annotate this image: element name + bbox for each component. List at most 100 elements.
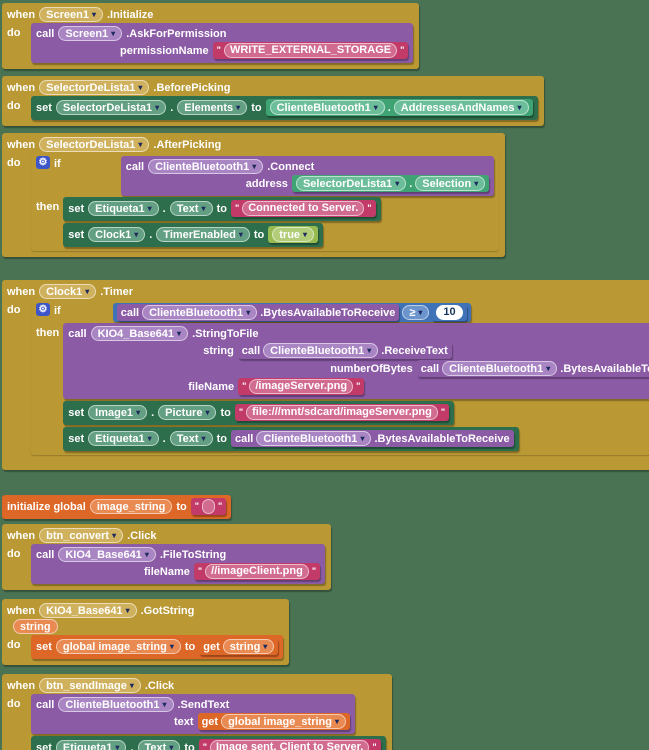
comparison-block[interactable]: call ClienteBluetooth1 ▾ .BytesAvailable… (112, 303, 471, 322)
set-image1-picture-block[interactable]: set Image1 ▾ . Picture ▾ to (63, 401, 455, 425)
when-clock1-timer-block[interactable]: when Clock1 ▾ .Timer do ⚙ if call Client… (2, 280, 649, 470)
property-getter-block[interactable]: SelectorDeLista1 ▾ . Selection ▾ (291, 175, 490, 192)
event-parameter-chip[interactable]: string (13, 619, 58, 634)
property-dropdown[interactable]: Text ▾ (137, 740, 181, 750)
property-dropdown[interactable]: TimerEnabled ▾ (156, 227, 250, 242)
logic-dropdown[interactable]: true ▾ (272, 227, 315, 242)
component-dropdown[interactable]: Screen1 ▾ (58, 26, 123, 41)
component-dropdown[interactable]: Etiqueta1 ▾ (55, 740, 127, 750)
property-dropdown[interactable]: Selection ▾ (415, 176, 486, 191)
when-selectordelista1-beforepicking-block[interactable]: when SelectorDeLista1 ▾ .BeforePicking d… (2, 76, 544, 126)
component-name: ClienteBluetooth1 (276, 101, 371, 114)
call-stringtofile-block[interactable]: call KIO4_Base641 ▾ .StringToFile string (63, 323, 649, 399)
component-dropdown[interactable]: ClienteBluetooth1 ▾ (442, 361, 558, 376)
set-etiqueta1-text-block[interactable]: set Etiqueta1 ▾ . Text ▾ to (63, 197, 381, 221)
string-value[interactable]: //imageClient.png (205, 564, 309, 579)
text-string-block[interactable]: " Image sent. Client to Server. " (198, 739, 381, 750)
property-dropdown[interactable]: Text ▾ (169, 201, 213, 216)
component-dropdown[interactable]: ClienteBluetooth1 ▾ (58, 697, 174, 712)
mutator-gear-icon[interactable]: ⚙ (36, 303, 50, 316)
string-value[interactable]: file:///mnt/sdcard/imageServer.png (246, 405, 438, 420)
set-etiqueta1-text-block[interactable]: set Etiqueta1 ▾ . Text ▾ to (63, 427, 519, 451)
if-block[interactable]: ⚙ if call ClienteBluetooth1 ▾ .BytesAvai… (31, 300, 649, 455)
dropdown-arrow-icon: ▾ (395, 178, 400, 188)
component-name: Image1 (95, 406, 134, 419)
call-filetostring-block[interactable]: call KIO4_Base641 ▾ .FileToString fileNa… (31, 544, 326, 584)
component-dropdown[interactable]: ClienteBluetooth1 ▾ (269, 100, 385, 115)
parameter-name: string (20, 620, 51, 633)
component-dropdown[interactable]: Image1 ▾ (88, 405, 148, 420)
property-dropdown[interactable]: Text ▾ (169, 431, 213, 446)
string-value[interactable]: Connected to Server. (242, 201, 365, 216)
empty-text-string-block[interactable]: " " (190, 498, 227, 515)
variable-name-field[interactable]: image_string (89, 499, 173, 514)
component-dropdown[interactable]: Etiqueta1 ▾ (88, 201, 159, 216)
text-string-block[interactable]: " /imageServer.png " (238, 378, 365, 395)
if-block[interactable]: ⚙ if call ClienteBluetooth1 ▾ .Connect (31, 153, 500, 251)
component-dropdown[interactable]: btn_convert ▾ (39, 528, 124, 543)
component-dropdown[interactable]: KIO4_Base641 ▾ (58, 547, 156, 562)
dropdown-arrow-icon: ▾ (367, 345, 372, 355)
call-connect-block[interactable]: call ClienteBluetooth1 ▾ .Connect addres… (120, 156, 495, 196)
logic-true-block[interactable]: true ▾ (268, 226, 319, 243)
do-keyword: do (7, 698, 21, 710)
text-string-block[interactable]: " Connected to Server. " (230, 200, 376, 217)
component-dropdown[interactable]: SelectorDeLista1 ▾ (295, 176, 407, 191)
when-kio4-gotstring-block[interactable]: when KIO4_Base641 ▾ .GotString string do… (2, 599, 290, 665)
method-name: .AskForPermission (126, 27, 227, 40)
when-btn-convert-click-block[interactable]: when btn_convert ▾ .Click do call KIO4_B… (2, 524, 332, 590)
component-dropdown[interactable]: SelectorDeLista1 ▾ (39, 80, 150, 95)
call-bytesavailable-block[interactable]: call ClienteBluetooth1 ▾ .BytesAvailable… (116, 304, 400, 321)
set-elements-block[interactable]: set SelectorDeLista1 ▾ . Elements ▾ to C… (31, 96, 538, 120)
component-dropdown[interactable]: Clock1 ▾ (88, 227, 146, 242)
component-dropdown[interactable]: Clock1 ▾ (39, 284, 97, 299)
call-receivetext-block[interactable]: call ClienteBluetooth1 ▾ .ReceiveText (237, 342, 452, 359)
get-string-block[interactable]: get string ▾ (199, 638, 279, 655)
dropdown-arrow-icon: ▾ (201, 433, 206, 443)
string-value[interactable] (201, 499, 215, 514)
initialize-global-image-string-block[interactable]: initialize global image_string to " " (2, 495, 232, 519)
call-sendtext-block[interactable]: call ClienteBluetooth1 ▾ .SendText text … (31, 694, 355, 734)
text-string-block[interactable]: " WRITE_EXTERNAL_STORAGE " (212, 42, 409, 59)
property-dropdown[interactable]: AddressesAndNames ▾ (393, 100, 529, 115)
set-clock1-timerenabled-block[interactable]: set Clock1 ▾ . TimerEnabled ▾ (63, 223, 324, 247)
number-field[interactable]: 10 (436, 305, 463, 320)
text-string-block[interactable]: " //imageClient.png " (193, 563, 321, 580)
component-dropdown[interactable]: KIO4_Base641 ▾ (90, 326, 189, 341)
comparison-operator-dropdown[interactable]: ≥ ▾ (402, 305, 430, 320)
component-dropdown[interactable]: ClienteBluetooth1 ▾ (263, 343, 379, 358)
string-value[interactable]: WRITE_EXTERNAL_STORAGE (223, 43, 398, 58)
string-value[interactable]: /imageServer.png (249, 379, 354, 394)
component-dropdown[interactable]: SelectorDeLista1 ▾ (39, 137, 150, 152)
property-dropdown[interactable]: Elements ▾ (177, 100, 248, 115)
string-value[interactable]: Image sent. Client to Server. (210, 740, 370, 750)
component-dropdown[interactable]: KIO4_Base641 ▾ (39, 603, 137, 618)
mutator-gear-icon[interactable]: ⚙ (36, 156, 50, 169)
call-bytesavailable-block[interactable]: call ClienteBluetooth1 ▾ .BytesAvailable… (416, 360, 649, 377)
component-dropdown[interactable]: Screen1 ▾ (39, 7, 103, 22)
call-askforpermission-block[interactable]: call Screen1 ▾ .AskForPermission permiss… (31, 23, 414, 63)
component-dropdown[interactable]: Etiqueta1 ▾ (88, 431, 159, 446)
call-bytesavailable-block[interactable]: call ClienteBluetooth1 ▾ .BytesAvailable… (230, 430, 514, 447)
property-dropdown[interactable]: Picture ▾ (158, 405, 217, 420)
when-selectordelista1-afterpicking-block[interactable]: when SelectorDeLista1 ▾ .AfterPicking do… (2, 133, 506, 257)
text-string-block[interactable]: " file:///mnt/sdcard/imageServer.png " (234, 404, 450, 421)
component-dropdown[interactable]: ClienteBluetooth1 ▾ (142, 305, 258, 320)
variable-dropdown[interactable]: global image_string ▾ (55, 639, 181, 654)
get-global-image-string-block[interactable]: get global image_string ▾ (197, 713, 350, 730)
component-dropdown[interactable]: SelectorDeLista1 ▾ (55, 100, 167, 115)
when-btn-sendimage-click-block[interactable]: when btn_sendImage ▾ .Click do call Clie… (2, 674, 392, 750)
param-label: fileName (144, 565, 190, 578)
set-etiqueta1-text-block[interactable]: set Etiqueta1 ▾ . Text ▾ to " (31, 736, 386, 750)
component-dropdown[interactable]: btn_sendImage ▾ (39, 678, 141, 693)
property-getter-block[interactable]: ClienteBluetooth1 ▾ . AddressesAndNames … (265, 99, 533, 116)
number-block[interactable]: 10 (432, 304, 467, 321)
component-dropdown[interactable]: ClienteBluetooth1 ▾ (256, 431, 372, 446)
set-global-image-string-block[interactable]: set global image_string ▾ to get string … (31, 635, 284, 659)
when-screen1-initialize-block[interactable]: when Screen1 ▾ .Initialize do call Scree… (2, 3, 420, 69)
component-dropdown[interactable]: ClienteBluetooth1 ▾ (148, 159, 264, 174)
variable-dropdown[interactable]: global image_string ▾ (221, 714, 346, 729)
variable-dropdown[interactable]: string ▾ (222, 639, 275, 654)
when-keyword: when (7, 285, 36, 298)
component-name: ClienteBluetooth1 (155, 160, 250, 173)
